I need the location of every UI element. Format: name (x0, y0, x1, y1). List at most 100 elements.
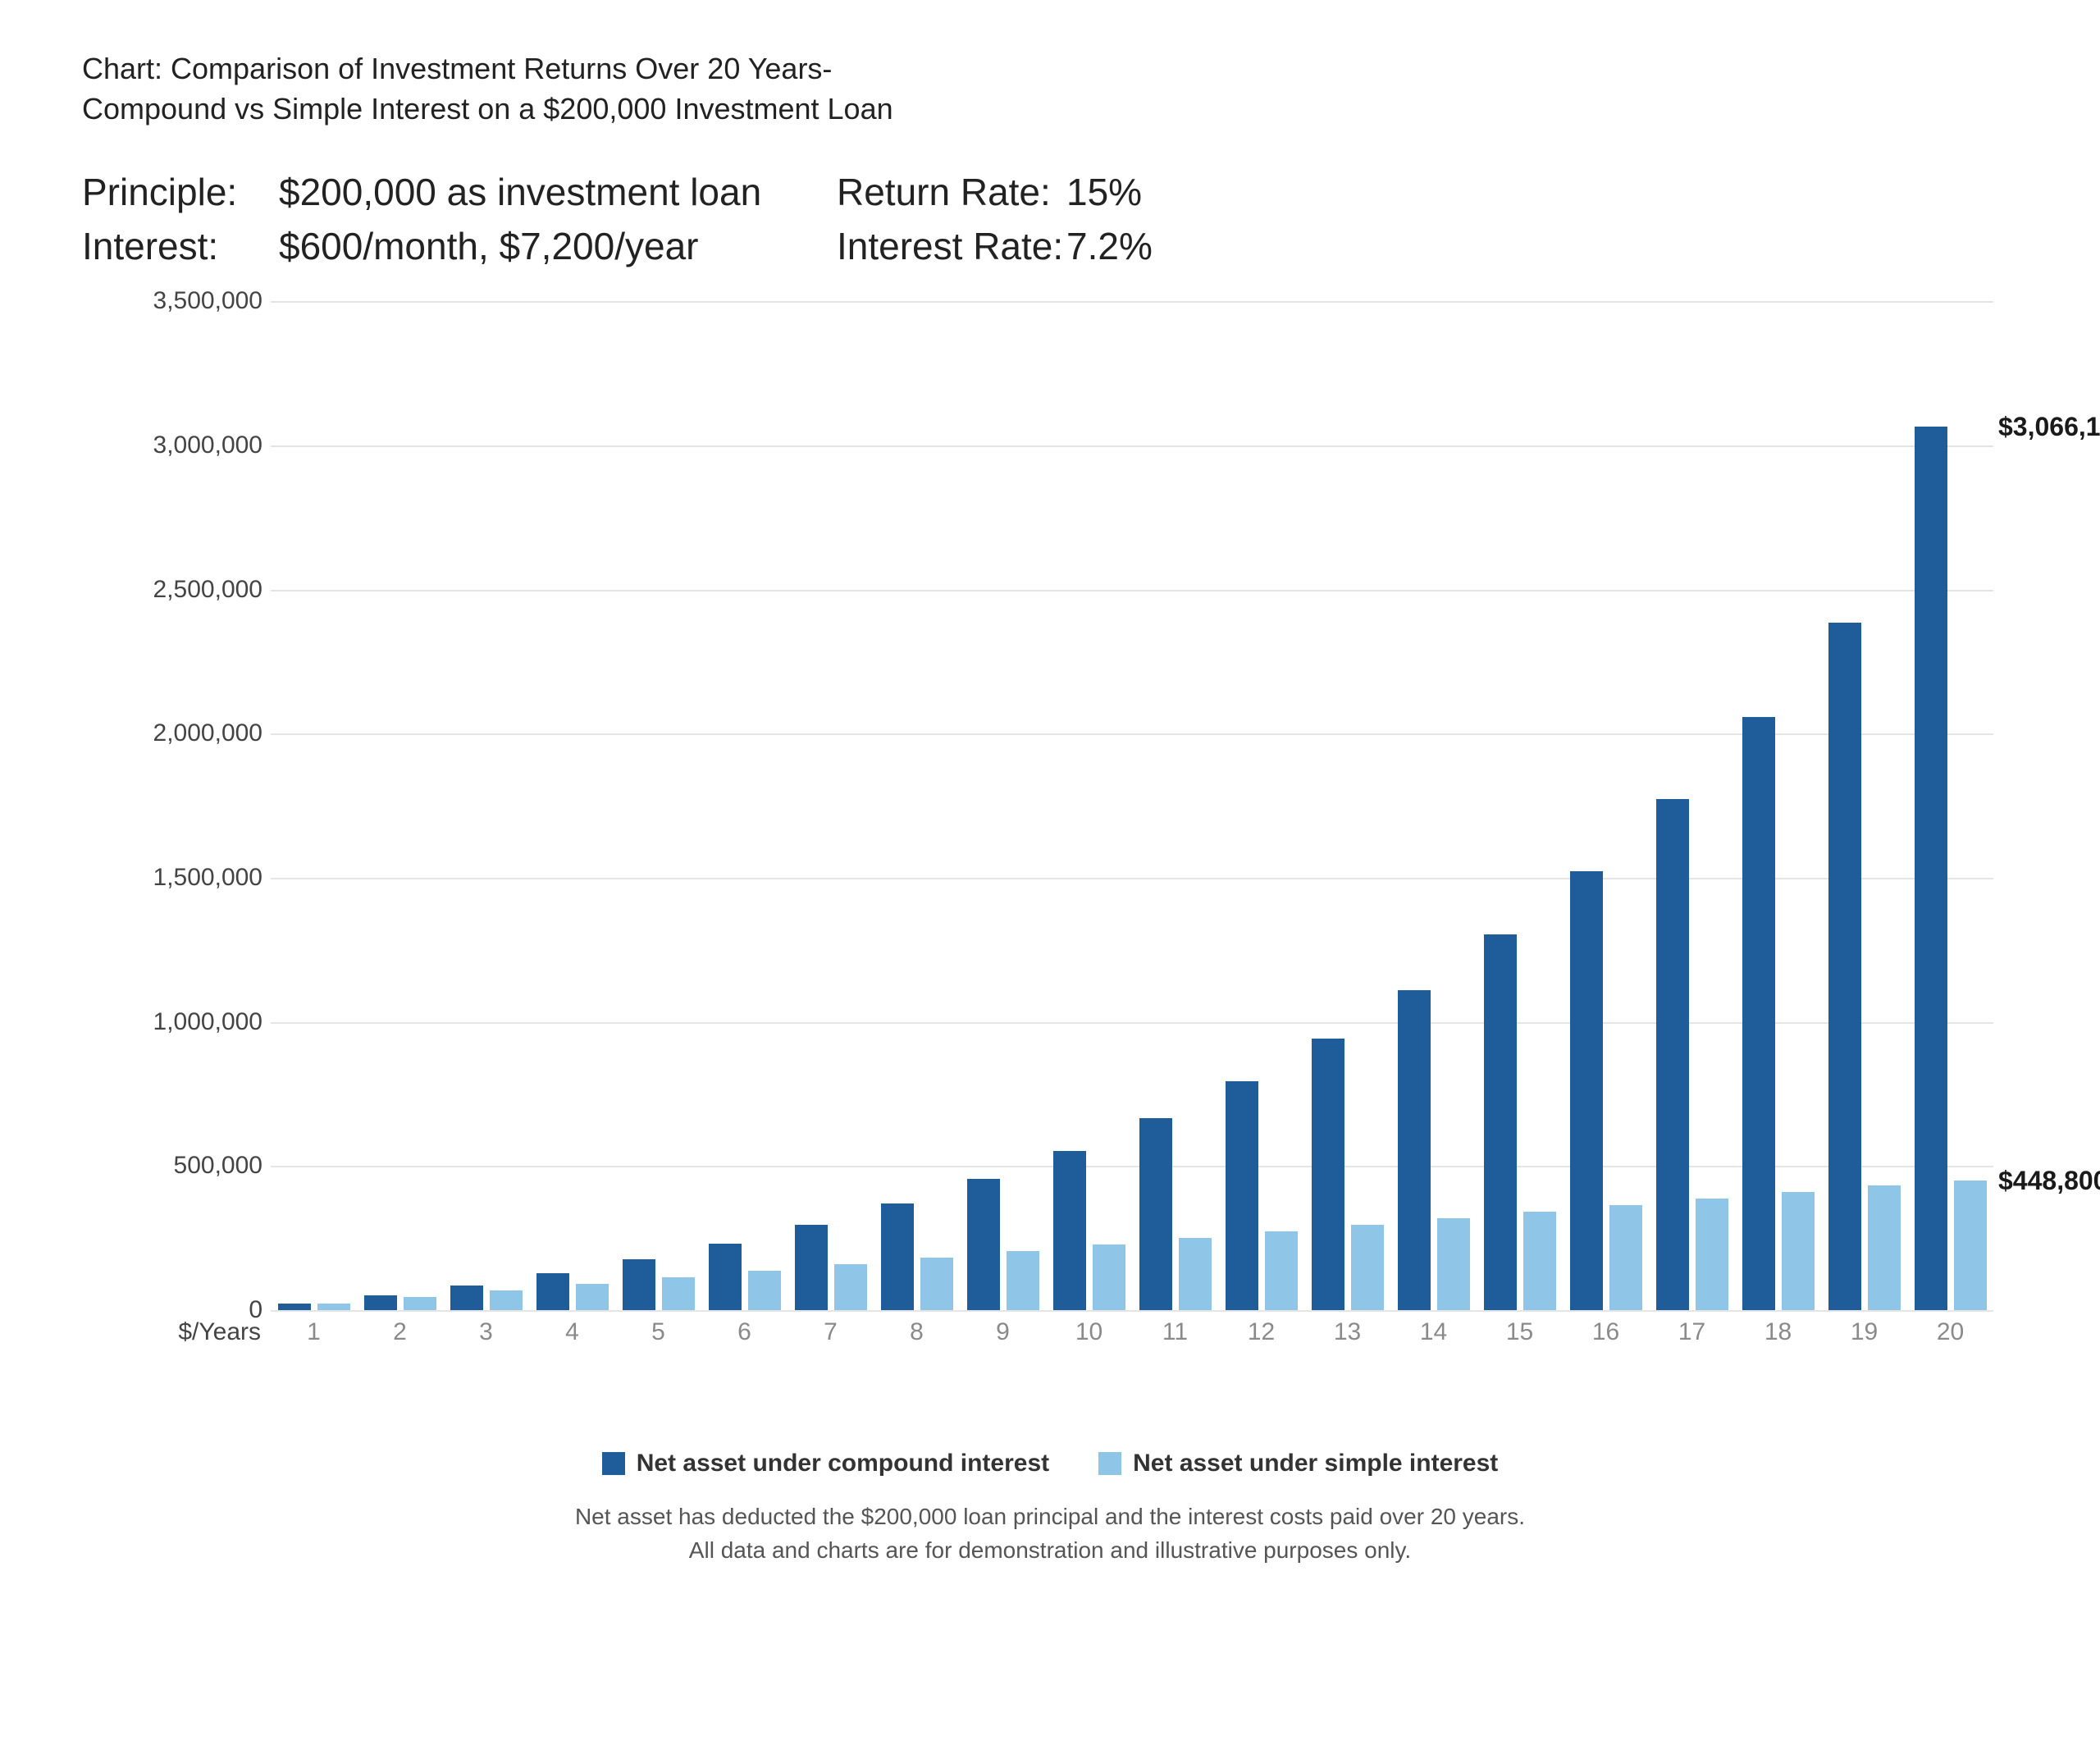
bar-group (1218, 301, 1304, 1310)
y-tick-label: 2,500,000 (115, 576, 262, 604)
bar-group (615, 301, 701, 1310)
x-tick-label: 16 (1563, 1318, 1649, 1346)
x-tick-label: 13 (1304, 1318, 1390, 1346)
bar-group (1735, 301, 1821, 1310)
interest-rate-label: Interest Rate: (837, 224, 1066, 268)
bar (278, 1304, 311, 1310)
legend-label-simple: Net asset under simple interest (1133, 1450, 1498, 1477)
bar (1007, 1251, 1039, 1310)
x-tick-label: 15 (1477, 1318, 1563, 1346)
legend-swatch-simple (1098, 1452, 1121, 1475)
x-tick-label: 4 (529, 1318, 615, 1346)
bar-group (1649, 301, 1735, 1310)
bar (1053, 1151, 1086, 1310)
x-tick-label: 8 (874, 1318, 960, 1346)
bar (490, 1290, 523, 1310)
x-tick-label: 7 (788, 1318, 874, 1346)
bar (404, 1297, 436, 1310)
bar (1828, 623, 1861, 1310)
bar (1437, 1218, 1470, 1310)
gridline (271, 1310, 1993, 1312)
y-tick-label: 500,000 (115, 1152, 262, 1180)
x-tick-label: 19 (1821, 1318, 1907, 1346)
data-callout: $3,066,107.5 (1998, 412, 2100, 442)
legend-swatch-compound (602, 1452, 625, 1475)
bar-group (788, 301, 874, 1310)
y-tick-label: 0 (115, 1296, 262, 1324)
plot-area (271, 301, 1993, 1310)
return-rate-label: Return Rate: (837, 170, 1066, 214)
data-callout: $448,800.0 (1998, 1166, 2100, 1196)
principle-value: $200,000 as investment loan (279, 170, 837, 214)
bar (1868, 1185, 1901, 1310)
bar (1265, 1231, 1298, 1310)
bar-group (1304, 301, 1390, 1310)
bar (1093, 1244, 1125, 1310)
bar-group (874, 301, 960, 1310)
bar-group (1821, 301, 1907, 1310)
x-tick-label: 14 (1390, 1318, 1477, 1346)
x-tick-label: 6 (701, 1318, 788, 1346)
interest-rate-value: 7.2% (1066, 224, 1230, 268)
bar-group (529, 301, 615, 1310)
bar (623, 1259, 655, 1310)
bar (1609, 1205, 1642, 1310)
bar-group (443, 301, 529, 1310)
bar (576, 1284, 609, 1310)
bar (1179, 1238, 1212, 1310)
bar (881, 1203, 914, 1310)
legend-label-compound: Net asset under compound interest (637, 1450, 1049, 1477)
y-tick-label: 2,000,000 (115, 719, 262, 747)
return-rate-value: 15% (1066, 170, 1230, 214)
bar-group (1477, 301, 1563, 1310)
bar (450, 1286, 483, 1311)
bar (709, 1244, 742, 1310)
bar (1954, 1181, 1987, 1310)
x-tick-label: 2 (357, 1318, 443, 1346)
bar (748, 1271, 781, 1310)
bar (920, 1258, 953, 1310)
x-tick-label: 12 (1218, 1318, 1304, 1346)
x-tick-label: 18 (1735, 1318, 1821, 1346)
bar-group (271, 301, 357, 1310)
y-tick-label: 1,000,000 (115, 1008, 262, 1036)
bar (1696, 1199, 1728, 1310)
principle-label: Principle: (82, 170, 279, 214)
bar-group (960, 301, 1046, 1310)
bar (1915, 427, 1947, 1311)
parameter-grid: Principle: $200,000 as investment loan R… (82, 170, 2018, 268)
chart-title-line1: Chart: Comparison of Investment Returns … (82, 49, 2018, 89)
bar (1484, 934, 1517, 1310)
bars-container (271, 301, 1993, 1310)
x-tick-label: 11 (1132, 1318, 1218, 1346)
legend-item-compound: Net asset under compound interest (602, 1450, 1049, 1477)
bar (1782, 1192, 1815, 1310)
chart-title-line2: Compound vs Simple Interest on a $200,00… (82, 89, 2018, 130)
bar-group (357, 301, 443, 1310)
y-tick-label: 3,500,000 (115, 287, 262, 315)
x-tick-label: 1 (271, 1318, 357, 1346)
bar-group (701, 301, 788, 1310)
bar (795, 1225, 828, 1310)
bar (1351, 1225, 1384, 1310)
bar (1656, 799, 1689, 1310)
bar (834, 1264, 867, 1310)
chart-footnote: Net asset has deducted the $200,000 loan… (82, 1500, 2018, 1567)
interest-label: Interest: (82, 224, 279, 268)
chart-title-block: Chart: Comparison of Investment Returns … (82, 49, 2018, 129)
x-tick-label: 9 (960, 1318, 1046, 1346)
bar (1139, 1118, 1172, 1310)
bar (967, 1179, 1000, 1310)
bar (536, 1273, 569, 1310)
y-tick-label: 1,500,000 (115, 864, 262, 892)
bar-group (1046, 301, 1132, 1310)
footnote-line1: Net asset has deducted the $200,000 loan… (82, 1500, 2018, 1534)
legend-item-simple: Net asset under simple interest (1098, 1450, 1498, 1477)
bar-group (1563, 301, 1649, 1310)
bar-group (1907, 301, 1993, 1310)
bar (1226, 1081, 1258, 1310)
bar (1742, 717, 1775, 1311)
bar (364, 1295, 397, 1310)
bar (1398, 990, 1431, 1310)
bar (317, 1304, 350, 1310)
